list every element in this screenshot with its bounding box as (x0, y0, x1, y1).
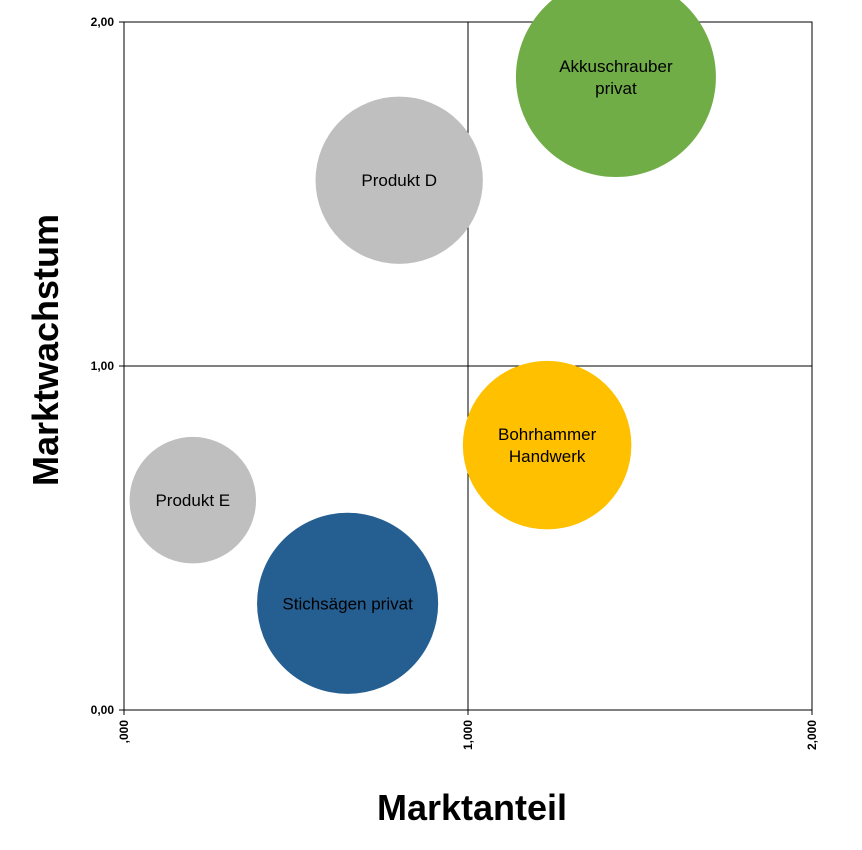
bubble (515, 0, 716, 178)
y-tick-label: 1,00 (91, 359, 115, 373)
x-tick-label: 2,000 (805, 720, 819, 750)
y-tick-label: 2,00 (91, 15, 115, 29)
y-axis-ticks: 0,00 1,00 2,00 (91, 15, 124, 717)
y-axis-title: Marktwachstum (25, 214, 66, 486)
bubble-label: Bohrhammer Handwerk (498, 425, 597, 466)
x-tick-label: 1,000 (461, 720, 475, 750)
bubble-label: Produkt D (361, 171, 437, 190)
bubbles: Akkuschrauber privat Produkt D Bohrhammer Ha… (129, 0, 716, 694)
bubble (257, 512, 439, 694)
x-axis-ticks: ,000 1,000 2,000 (117, 710, 819, 750)
bubble (129, 436, 257, 564)
bubble-label: Stichsägen privat (282, 594, 413, 613)
bubble (315, 96, 483, 264)
bubble-label: Akkuschrauber privat (559, 57, 673, 98)
x-tick-label: ,000 (117, 720, 131, 744)
bubble-label: Produkt E (155, 491, 230, 510)
bubble (462, 360, 632, 530)
x-axis-title: Marktanteil (377, 787, 567, 828)
y-tick-label: 0,00 (91, 703, 115, 717)
